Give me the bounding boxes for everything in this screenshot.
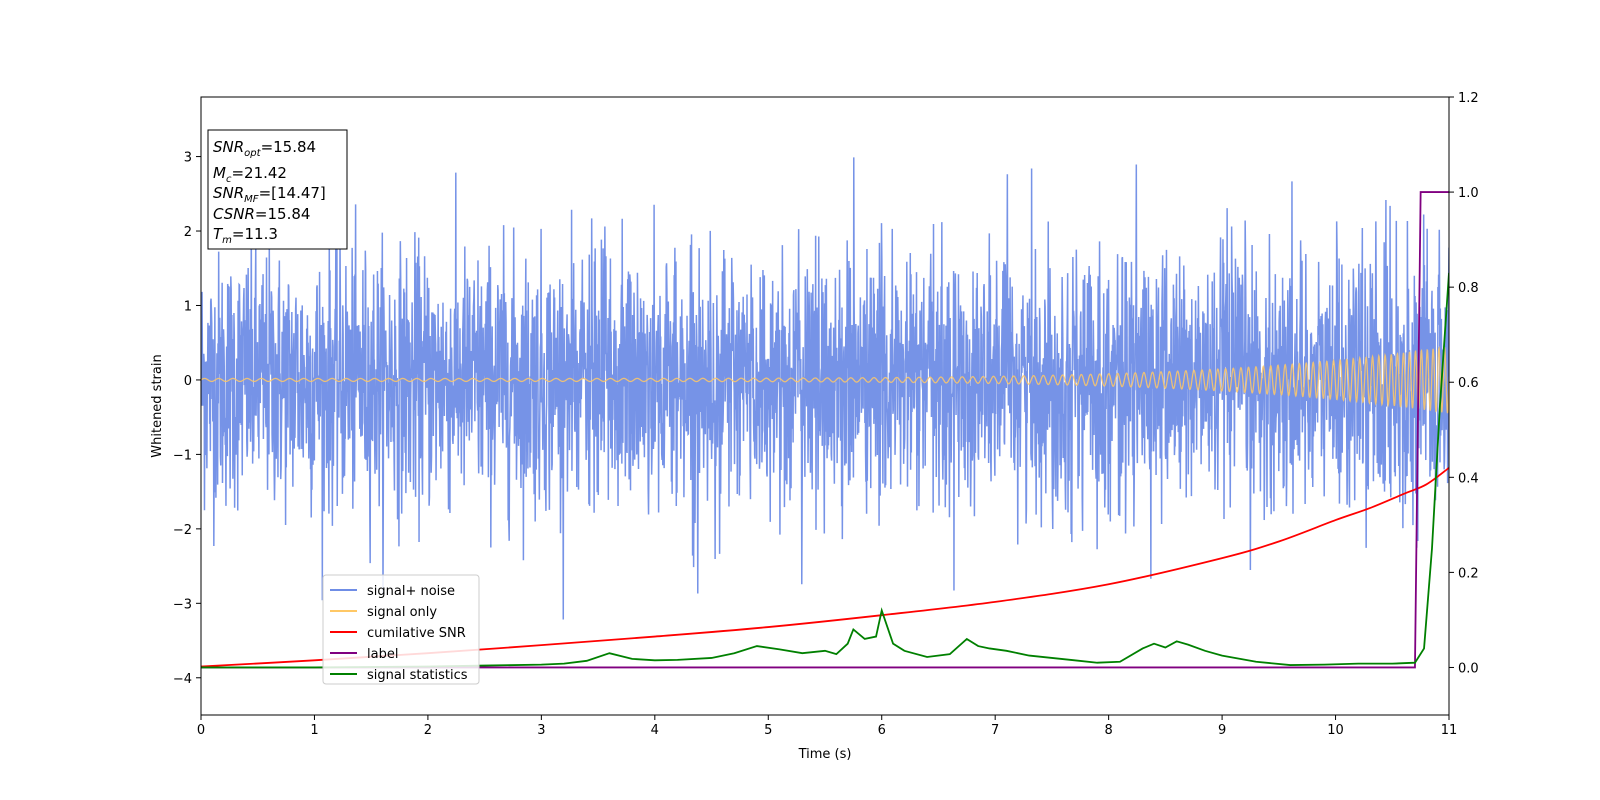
y-tick-label: −2 xyxy=(173,523,192,538)
y2-tick-label: 0.8 xyxy=(1458,281,1479,296)
legend: signal+ noise signal only cumilative SNR la… xyxy=(322,574,480,685)
y-axis-title: Whitened strain xyxy=(150,354,165,457)
x-tick-label: 8 xyxy=(1104,723,1112,738)
series-signal-only-line xyxy=(201,345,1449,414)
y-tick-label: 3 xyxy=(184,151,192,166)
x-axis: 0 1 2 3 4 5 6 7 8 9 10 11 xyxy=(197,715,1457,738)
y-tick-label: −4 xyxy=(173,672,192,687)
snr-opt-label: SNRopt=15.84 xyxy=(213,138,316,159)
x-tick-label: 3 xyxy=(537,723,545,738)
x-tick-label: 9 xyxy=(1218,723,1226,738)
y2-tick-label: 0.0 xyxy=(1458,661,1479,676)
y2-tick-label: 0.2 xyxy=(1458,566,1479,581)
series-signal-noise-line xyxy=(201,157,1449,620)
chirp-mass-label: Mc=21.42 xyxy=(213,164,287,185)
y-tick-label: 2 xyxy=(184,225,192,240)
y-axis-left: −4 −3 −2 −1 0 1 2 3 xyxy=(173,151,201,687)
y-tick-label: 1 xyxy=(184,299,192,314)
info-box: SNRopt=15.84 Mc=21.42 SNRMF=[14.47] CSNR… xyxy=(207,129,348,250)
legend-label-cumilative-snr: cumilative SNR xyxy=(367,626,466,641)
csnr-label: CSNR=15.84 xyxy=(213,205,310,223)
series-label-line xyxy=(201,191,1449,669)
merger-time-label: Tm=11.3 xyxy=(213,225,278,246)
legend-label-signal-only: signal only xyxy=(367,605,437,620)
legend-frame xyxy=(322,574,480,685)
info-box-frame xyxy=(207,129,348,250)
x-tick-label: 7 xyxy=(991,723,999,738)
y-tick-label: −1 xyxy=(173,448,192,463)
x-tick-label: 4 xyxy=(651,723,659,738)
y-tick-label: 0 xyxy=(184,374,192,389)
plot-frame xyxy=(200,96,1450,716)
x-tick-label: 10 xyxy=(1327,723,1344,738)
y2-tick-label: 0.6 xyxy=(1458,376,1479,391)
snr-mf-label: SNRMF=[14.47] xyxy=(213,184,326,205)
x-tick-label: 0 xyxy=(197,723,205,738)
legend-label-signal-noise: signal+ noise xyxy=(367,584,455,599)
y-tick-label: −3 xyxy=(173,597,192,612)
x-tick-label: 5 xyxy=(764,723,772,738)
x-axis-title: Time (s) xyxy=(798,747,852,762)
y2-tick-label: 0.4 xyxy=(1458,471,1479,486)
series-signal-statistics-line xyxy=(201,272,1449,669)
legend-label-label: label xyxy=(367,647,398,662)
y2-tick-label: 1.2 xyxy=(1458,91,1479,106)
y-axis-right: 0.0 0.2 0.4 0.6 0.8 1.0 1.2 xyxy=(1449,91,1479,676)
x-tick-label: 11 xyxy=(1441,723,1458,738)
legend-label-signal-statistics: signal statistics xyxy=(367,668,468,683)
y2-tick-label: 1.0 xyxy=(1458,186,1479,201)
x-tick-label: 2 xyxy=(424,723,432,738)
x-tick-label: 1 xyxy=(310,723,318,738)
x-tick-label: 6 xyxy=(878,723,886,738)
